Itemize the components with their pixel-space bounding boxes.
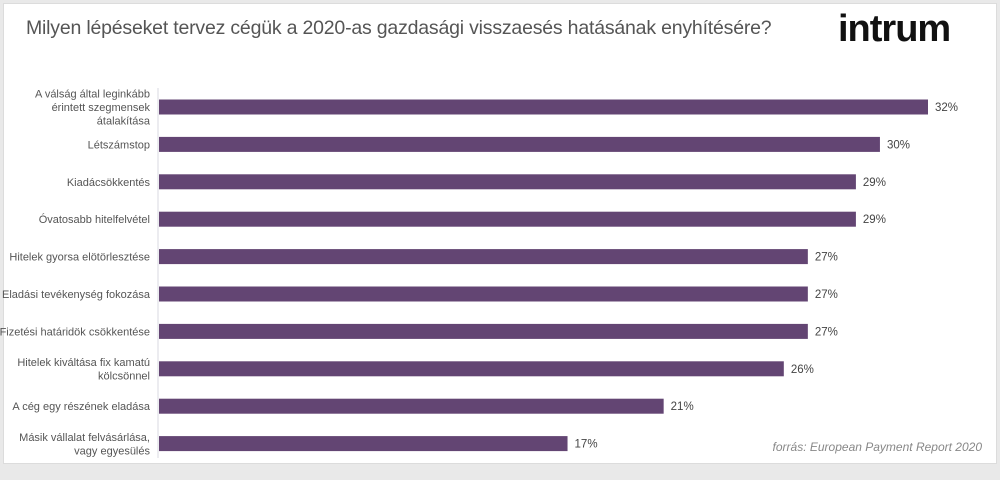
bar	[159, 211, 856, 227]
category-label: vagy egyesülés	[74, 445, 150, 457]
intrum-logo: intrum	[838, 8, 951, 50]
bar	[159, 323, 808, 339]
value-label: 27%	[815, 289, 838, 301]
bar	[159, 361, 784, 377]
chart-frame	[3, 3, 997, 464]
category-label: érintett szegmensek	[52, 102, 151, 114]
bar	[159, 136, 880, 152]
category-label: Fizetési határidök csökkentése	[0, 326, 150, 338]
bar	[159, 436, 568, 452]
value-label: 29%	[863, 214, 886, 226]
bar	[159, 286, 808, 302]
value-label: 30%	[887, 139, 910, 151]
value-label: 21%	[671, 401, 694, 413]
category-label: Hitelek kiváltása fix kamatú	[17, 357, 150, 369]
bar	[159, 174, 856, 190]
category-label: Létszámstop	[88, 139, 150, 151]
category-label: A válság által leginkább	[35, 89, 150, 101]
bar	[159, 99, 928, 115]
category-label: Kiadácsökkentés	[67, 177, 151, 189]
category-label: A cég egy részének eladása	[12, 401, 150, 413]
value-label: 32%	[935, 102, 958, 114]
value-label: 27%	[815, 326, 838, 338]
category-label: kölcsönnel	[98, 371, 150, 383]
category-label: Hitelek gyorsa elötörlesztése	[9, 252, 150, 264]
category-label: Eladási tevékenység fokozása	[2, 289, 151, 301]
value-label: 26%	[791, 364, 814, 376]
source-note: forrás: European Payment Report 2020	[772, 440, 982, 454]
value-label: 17%	[575, 439, 598, 451]
category-label: Óvatosabb hitelfelvétel	[39, 213, 150, 226]
value-label: 27%	[815, 252, 838, 264]
chart-title: Milyen lépéseket tervez cégük a 2020-as …	[26, 17, 772, 39]
value-label: 29%	[863, 177, 886, 189]
bar	[159, 398, 664, 414]
bar	[159, 249, 808, 265]
category-label: átalakítása	[97, 116, 151, 128]
category-label: Másik vállalat felvásárlása,	[19, 432, 150, 444]
